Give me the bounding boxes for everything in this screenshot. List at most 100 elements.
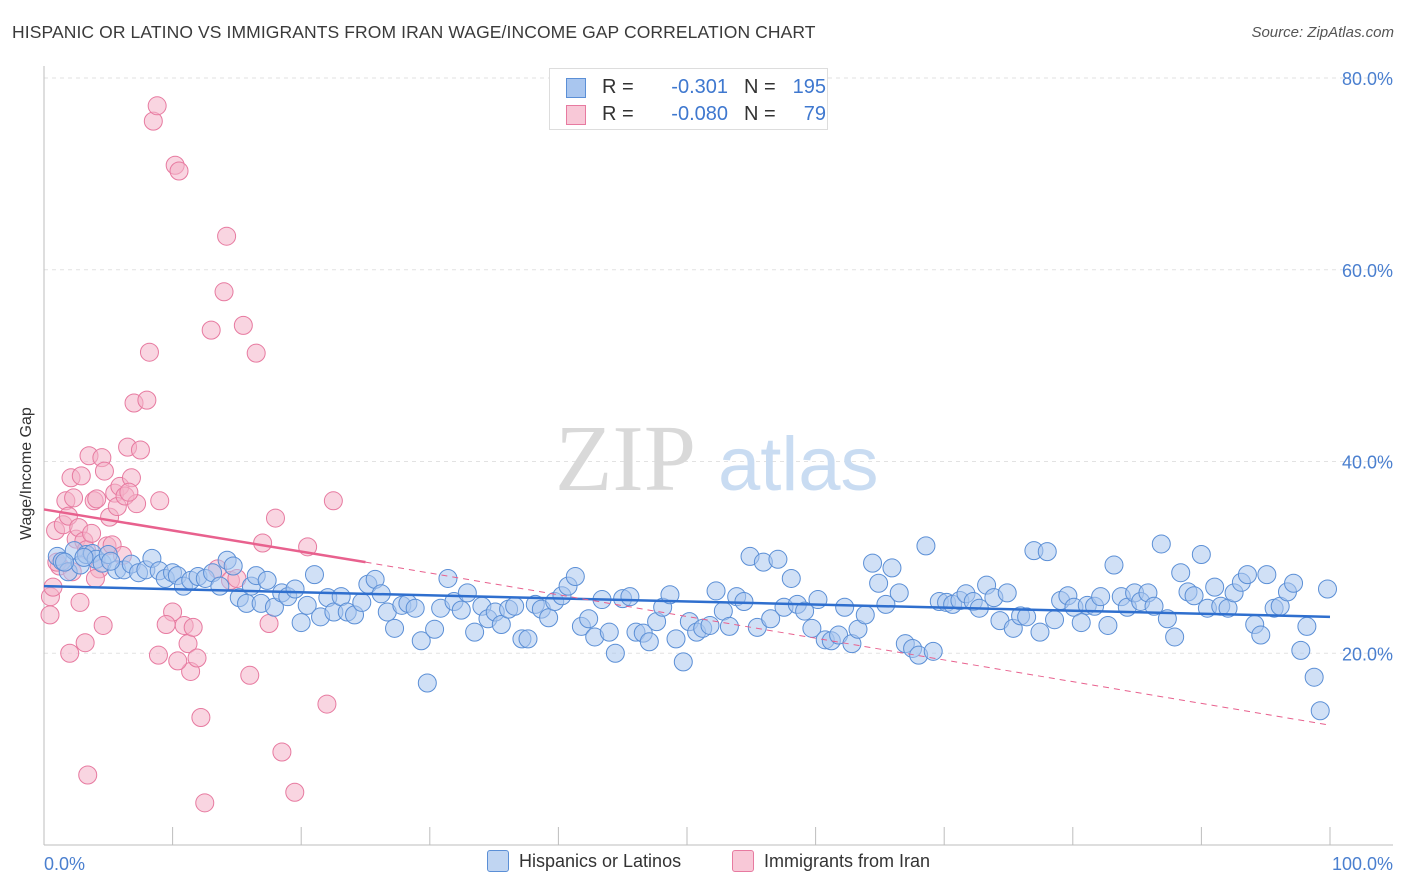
y-tick-label: 60.0% bbox=[1342, 261, 1393, 281]
legend-label-iran: Immigrants from Iran bbox=[764, 850, 931, 871]
data-point-hispanic bbox=[518, 629, 538, 649]
data-point-hispanic bbox=[438, 568, 458, 588]
legend-box: R = -0.301 N = 195 R = -0.080 N = 79 bbox=[549, 68, 828, 130]
data-point-iran bbox=[187, 648, 207, 668]
data-point-hispanic bbox=[1165, 627, 1185, 647]
data-point-iran bbox=[40, 605, 60, 625]
series-hispanics-or-latinos bbox=[47, 534, 1338, 721]
data-point-hispanic bbox=[997, 583, 1017, 603]
data-point-hispanic bbox=[1045, 610, 1065, 630]
data-point-hispanic bbox=[1098, 615, 1118, 635]
data-point-iran bbox=[60, 643, 80, 663]
data-point-iran bbox=[246, 343, 266, 363]
data-point-hispanic bbox=[304, 565, 324, 585]
trend-lines bbox=[43, 508, 1331, 726]
legend-n-label: N = bbox=[744, 76, 776, 98]
data-point-iran bbox=[195, 793, 215, 813]
data-point-iran bbox=[259, 614, 279, 634]
data-point-hispanic bbox=[829, 625, 849, 645]
legend-r-value: -0.301 bbox=[671, 76, 728, 98]
chart-title: HISPANIC OR LATINO VS IMMIGRANTS FROM IR… bbox=[12, 22, 816, 42]
data-point-hispanic bbox=[55, 552, 75, 572]
chart-source: Source: ZipAtlas.com bbox=[1251, 24, 1394, 41]
trend-line-hispanics bbox=[43, 584, 1331, 619]
data-point-iran bbox=[150, 491, 170, 511]
data-point-hispanic bbox=[605, 643, 625, 663]
data-point-hispanic bbox=[1184, 586, 1204, 606]
data-point-iran bbox=[93, 615, 113, 635]
data-point-hispanic bbox=[599, 622, 619, 642]
y-tick-label: 80.0% bbox=[1342, 69, 1393, 89]
data-point-hispanic bbox=[1037, 542, 1057, 562]
data-point-iran bbox=[201, 320, 221, 340]
data-point-hispanic bbox=[579, 609, 599, 629]
data-point-hispanic bbox=[1205, 577, 1225, 597]
data-point-hispanic bbox=[923, 641, 943, 661]
data-point-iran bbox=[147, 96, 167, 116]
data-point-hispanic bbox=[1291, 640, 1311, 660]
data-point-hispanic bbox=[781, 568, 801, 588]
data-point-hispanic bbox=[1071, 613, 1091, 633]
data-point-hispanic bbox=[457, 583, 477, 603]
tick-labels: 20.0% 40.0% 60.0% 80.0% 0.0% 100.0% bbox=[44, 69, 1393, 874]
data-point-hispanic bbox=[1091, 587, 1111, 607]
x-tick-label: 0.0% bbox=[44, 854, 85, 874]
data-point-iran bbox=[240, 665, 260, 685]
grid-lines bbox=[44, 77, 1393, 654]
data-point-iran bbox=[70, 592, 90, 612]
data-point-hispanic bbox=[639, 632, 659, 652]
axes bbox=[43, 66, 1393, 846]
data-point-iran bbox=[156, 614, 176, 634]
legend-n-value: 195 bbox=[792, 76, 826, 98]
data-point-iran bbox=[87, 489, 107, 509]
data-point-hispanic bbox=[660, 585, 680, 605]
data-point-hispanic bbox=[74, 547, 94, 567]
legend-r-label: R = bbox=[602, 76, 634, 98]
data-point-hispanic bbox=[673, 652, 693, 672]
data-point-iran bbox=[78, 765, 98, 785]
data-point-iran bbox=[130, 440, 150, 460]
legend-item-iran[interactable]: Immigrants from Iran bbox=[732, 850, 930, 872]
data-point-iran bbox=[183, 617, 203, 637]
data-point-hispanic bbox=[1151, 534, 1171, 554]
data-point-hispanic bbox=[223, 556, 243, 576]
data-point-hispanic bbox=[916, 536, 936, 556]
data-point-iran bbox=[169, 161, 189, 181]
data-point-hispanic bbox=[882, 558, 902, 578]
data-point-hispanic bbox=[411, 631, 431, 651]
data-point-iran bbox=[323, 491, 343, 511]
watermark-zip: ZIP bbox=[555, 407, 696, 511]
data-point-iran bbox=[82, 523, 102, 543]
legend-bottom: Hispanics or Latinos Immigrants from Ira… bbox=[0, 850, 1406, 880]
legend-swatch-blue bbox=[487, 850, 509, 872]
data-point-hispanic bbox=[451, 600, 471, 620]
data-point-hispanic bbox=[719, 616, 739, 636]
data-point-hispanic bbox=[565, 567, 585, 587]
data-point-hispanic bbox=[666, 629, 686, 649]
data-point-iran bbox=[217, 226, 237, 246]
data-point-hispanic bbox=[101, 551, 121, 571]
watermark-atlas: atlas bbox=[718, 422, 879, 507]
legend-r-value: -0.080 bbox=[671, 103, 728, 125]
data-point-hispanic bbox=[835, 597, 855, 617]
data-point-iran bbox=[233, 315, 253, 335]
data-point-iran bbox=[272, 742, 292, 762]
data-point-hispanic bbox=[1237, 565, 1257, 585]
trend-line-iran bbox=[43, 508, 366, 564]
legend-item-hispanics[interactable]: Hispanics or Latinos bbox=[487, 850, 681, 872]
data-point-hispanic bbox=[385, 618, 405, 638]
data-point-hispanic bbox=[855, 605, 875, 625]
data-point-hispanic bbox=[417, 673, 437, 693]
legend-n-value: 79 bbox=[803, 103, 826, 125]
data-point-hispanic bbox=[1104, 555, 1124, 575]
data-point-hispanic bbox=[491, 614, 511, 634]
data-point-hispanic bbox=[1310, 701, 1330, 721]
data-point-hispanic bbox=[1297, 616, 1317, 636]
data-point-hispanic bbox=[257, 570, 277, 590]
data-point-iran bbox=[64, 488, 84, 508]
data-point-hispanic bbox=[291, 613, 311, 633]
data-point-iran bbox=[214, 282, 234, 302]
data-point-iran bbox=[148, 645, 168, 665]
data-point-hispanic bbox=[405, 598, 425, 618]
